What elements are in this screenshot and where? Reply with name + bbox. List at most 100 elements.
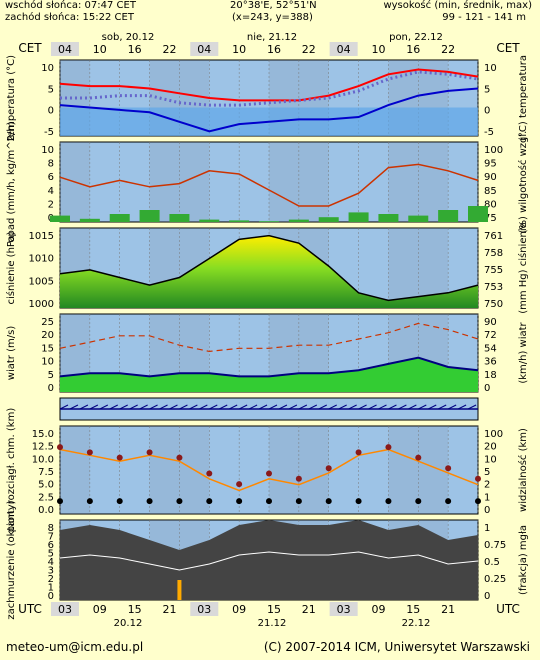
ytick-left: 2 xyxy=(48,574,54,585)
bottom-hour-label: 15 xyxy=(267,603,281,616)
bottom-hour-label: 03 xyxy=(197,603,211,616)
ytick-right: 0 xyxy=(484,383,490,394)
cloud-base-dot xyxy=(295,498,302,505)
top-hour-label: 10 xyxy=(232,43,246,56)
cloud-top-dot xyxy=(266,470,272,477)
precip-bar xyxy=(348,212,369,222)
ytick-right: 1 xyxy=(484,492,490,503)
cloud-base-dot xyxy=(86,498,93,505)
ytick-left: 5 xyxy=(48,370,54,381)
ytick-left: 10 xyxy=(41,63,54,74)
wind-speed-line xyxy=(59,356,479,378)
cloud-top-dot xyxy=(86,449,93,456)
cloud-top-dot xyxy=(325,465,332,472)
cloud-base-dot xyxy=(385,498,392,505)
ytick-right: 100 xyxy=(484,145,503,156)
ytick-left: 10 xyxy=(41,145,54,156)
ylabel-left: opad (mm/h, kg/m^2/h) xyxy=(6,121,17,242)
ytick-left: 15.0 xyxy=(32,429,54,440)
cloud-base-dot xyxy=(116,498,123,505)
ytick-left: 8 xyxy=(48,523,54,534)
cloud-top-dot xyxy=(415,454,422,461)
ytick-left: 1000 xyxy=(29,299,54,310)
ytick-left: 15 xyxy=(41,343,54,354)
cloud-base-dot xyxy=(475,498,481,505)
bottom-hour-label: 03 xyxy=(337,603,351,616)
ytick-left: 10 xyxy=(41,357,54,368)
ytick-right: 100 xyxy=(484,429,503,440)
pressure-area xyxy=(60,235,478,308)
ytick-left: 8 xyxy=(48,159,54,170)
cloud-base-dot xyxy=(146,498,153,505)
ylabel-left: pion. rozciągł. chm. (km) xyxy=(6,408,17,533)
top-hour-label: 04 xyxy=(337,43,351,56)
bottom-timezone-label: UTC xyxy=(18,602,42,616)
cloud-base-dot xyxy=(206,498,213,505)
cloud-base-dot xyxy=(445,498,452,505)
ylabel-left: wiatr (m/s) xyxy=(6,326,17,381)
top-hour-label: 16 xyxy=(267,43,281,56)
ytick-right: 90 xyxy=(484,172,497,183)
ytick-left: 25 xyxy=(41,317,54,328)
top-night-band xyxy=(50,42,79,56)
bottom-hour-label: 09 xyxy=(371,603,385,616)
cloud-top-dot xyxy=(385,444,392,451)
ylabel-right: (%) wilgotność wzgl. xyxy=(517,131,529,234)
top-hour-label: 10 xyxy=(371,43,385,56)
ytick-right: 0 xyxy=(484,505,490,516)
elevation-label: wysokość (min, średnik, max) xyxy=(383,0,532,11)
ytick-right: 753 xyxy=(484,282,503,293)
ytick-left: 6 xyxy=(48,172,54,183)
top-timezone-label: CET xyxy=(18,41,42,55)
top-hour-label: 04 xyxy=(197,43,211,56)
cloud-top-dot xyxy=(116,454,123,461)
grid-text: (x=243, y=388) xyxy=(232,12,313,23)
cloud-base-dot xyxy=(325,498,332,505)
ytick-left: 6 xyxy=(48,540,54,551)
ytick-left: 1005 xyxy=(29,276,54,287)
cloud-base-dot xyxy=(355,498,362,505)
ytick-left: 1 xyxy=(48,583,54,594)
ylabel-right: (°C) temperatura xyxy=(518,55,529,141)
contact-email[interactable]: meteo-um@icm.edu.pl xyxy=(6,640,144,654)
bottom-day-label: 21.12 xyxy=(258,618,287,629)
ytick-left: 0 xyxy=(48,383,54,394)
ytick-left: 0.0 xyxy=(38,505,54,516)
bottom-hour-label: 15 xyxy=(128,603,142,616)
cloud-top-dot xyxy=(445,465,452,472)
cloud-top-dot xyxy=(176,454,183,461)
humidity-line xyxy=(59,163,479,207)
top-day-label: nie, 21.12 xyxy=(247,32,297,43)
top-day-label: pon, 22.12 xyxy=(389,32,443,43)
precip-bar xyxy=(468,206,488,222)
top-hour-label: 16 xyxy=(128,43,142,56)
ylabel-left: ciśnienie (hPa) xyxy=(5,231,17,304)
cloud-top-dot xyxy=(206,470,213,477)
cloud-top-dot xyxy=(236,481,243,488)
sunrise-text: wschód słońca: 07:47 CET xyxy=(5,0,136,11)
ytick-right: 755 xyxy=(484,265,503,276)
wind-area xyxy=(60,357,478,392)
ytick-right: 1 xyxy=(484,523,490,534)
ytick-right: 5 xyxy=(484,84,490,95)
ytick-left: 4 xyxy=(48,186,54,197)
temp-series-line xyxy=(59,68,479,102)
visibility-line xyxy=(59,448,479,492)
bottom-night-band xyxy=(190,602,219,616)
ytick-right: 2 xyxy=(484,480,490,491)
ytick-right: 18 xyxy=(484,370,497,381)
ytick-right: 20 xyxy=(484,442,497,453)
cloud-base-dot xyxy=(57,498,63,505)
precip-bar xyxy=(199,219,220,222)
ytick-right: 95 xyxy=(484,159,497,170)
ytick-left: 20 xyxy=(41,330,54,341)
ylabel-left: zachmurzenie (oktanty) xyxy=(6,500,17,619)
ytick-right: 5 xyxy=(484,467,490,478)
elevation-values: 99 - 121 - 141 m xyxy=(442,12,526,23)
top-night-band xyxy=(190,42,219,56)
ytick-right: -5 xyxy=(484,127,494,138)
ylabel-right: widzialność (km) xyxy=(517,428,529,512)
top-hour-label: 04 xyxy=(58,43,72,56)
bottom-hour-label: 03 xyxy=(58,603,72,616)
